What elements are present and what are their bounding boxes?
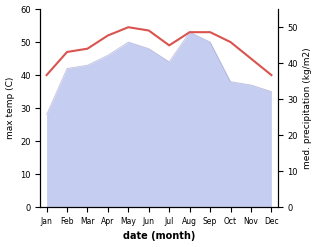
Y-axis label: max temp (C): max temp (C) <box>5 77 15 139</box>
Y-axis label: med. precipitation (kg/m2): med. precipitation (kg/m2) <box>303 47 313 169</box>
X-axis label: date (month): date (month) <box>123 231 195 242</box>
